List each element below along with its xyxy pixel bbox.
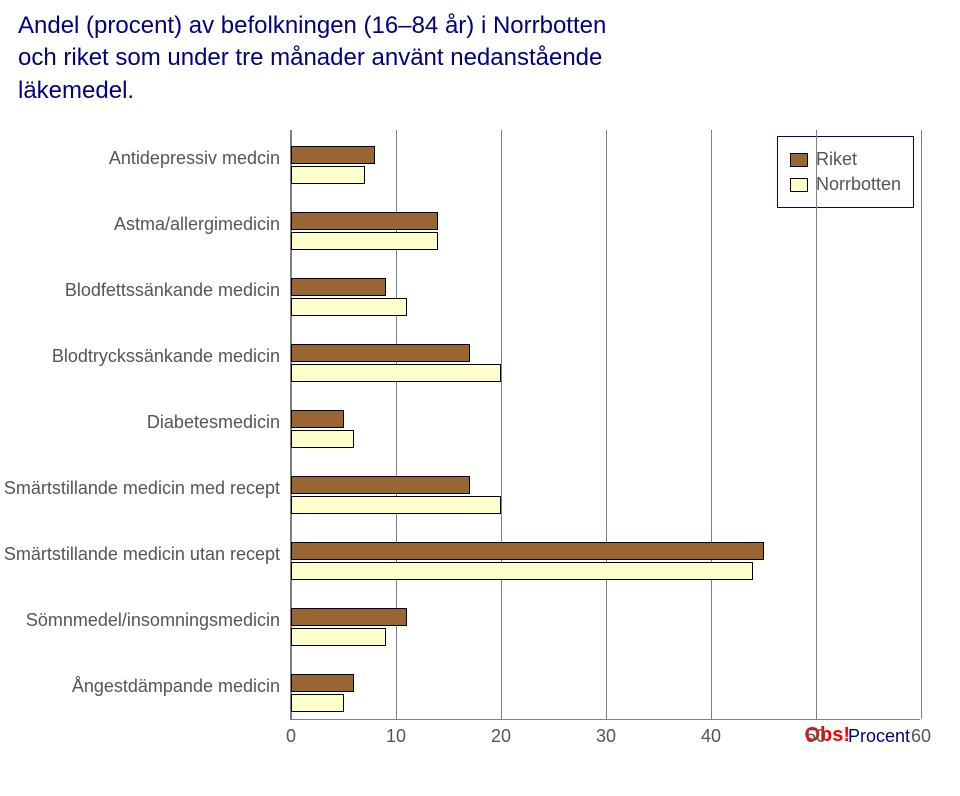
bar-riket [291, 542, 764, 560]
category-label: Blodfettssänkande medicin [0, 280, 280, 301]
bar-norrbotten [291, 562, 753, 580]
title-line-1: Andel (procent) av befolkningen (16–84 å… [18, 12, 606, 39]
bar-riket [291, 476, 470, 494]
bar-riket [291, 344, 470, 362]
bar-norrbotten [291, 694, 344, 712]
bar-riket [291, 608, 407, 626]
bar-norrbotten [291, 496, 501, 514]
category-label: Ångestdämpande medicin [0, 676, 280, 697]
x-axis-label: Procent [848, 726, 910, 747]
bar-riket [291, 278, 386, 296]
bar-norrbotten [291, 430, 354, 448]
plot-area: Riket Norrbotten Obs! Procent 0102030405… [290, 130, 920, 720]
x-tick-label: 60 [911, 726, 931, 747]
category-label: Astma/allergimedicin [0, 214, 280, 235]
gridline [711, 130, 712, 719]
gridline [606, 130, 607, 719]
title-line-3: läkemedel. [18, 77, 134, 104]
legend-label-norrbotten: Norrbotten [816, 174, 901, 195]
category-label: Diabetesmedicin [0, 412, 280, 433]
chart: Riket Norrbotten Obs! Procent 0102030405… [290, 130, 920, 758]
legend-item-riket: Riket [790, 149, 901, 170]
gridline [816, 130, 817, 719]
bar-norrbotten [291, 628, 386, 646]
category-label: Smärtstillande medicin utan recept [0, 544, 280, 565]
bar-norrbotten [291, 298, 407, 316]
chart-title: Andel (procent) av befolkningen (16–84 å… [0, 0, 960, 119]
legend-label-riket: Riket [816, 149, 857, 170]
legend: Riket Norrbotten [777, 136, 914, 208]
bar-norrbotten [291, 364, 501, 382]
legend-swatch-norrbotten [790, 178, 808, 192]
legend-item-norrbotten: Norrbotten [790, 174, 901, 195]
category-label: Blodtryckssänkande medicin [0, 346, 280, 367]
x-tick-label: 50 [806, 726, 826, 747]
x-tick-label: 30 [596, 726, 616, 747]
bar-riket [291, 212, 438, 230]
x-tick-label: 0 [286, 726, 296, 747]
bar-riket [291, 674, 354, 692]
category-label: Sömnmedel/insomningsmedicin [0, 610, 280, 631]
category-label: Antidepressiv medcin [0, 148, 280, 169]
bar-riket [291, 410, 344, 428]
bar-norrbotten [291, 232, 438, 250]
title-line-2: och riket som under tre månader använt n… [18, 44, 602, 71]
x-tick-label: 20 [491, 726, 511, 747]
gridline [501, 130, 502, 719]
x-tick-label: 40 [701, 726, 721, 747]
gridline [921, 130, 922, 719]
bar-riket [291, 146, 375, 164]
category-label: Smärtstillande medicin med recept [0, 478, 280, 499]
bar-norrbotten [291, 166, 365, 184]
legend-swatch-riket [790, 153, 808, 167]
x-tick-label: 10 [386, 726, 406, 747]
